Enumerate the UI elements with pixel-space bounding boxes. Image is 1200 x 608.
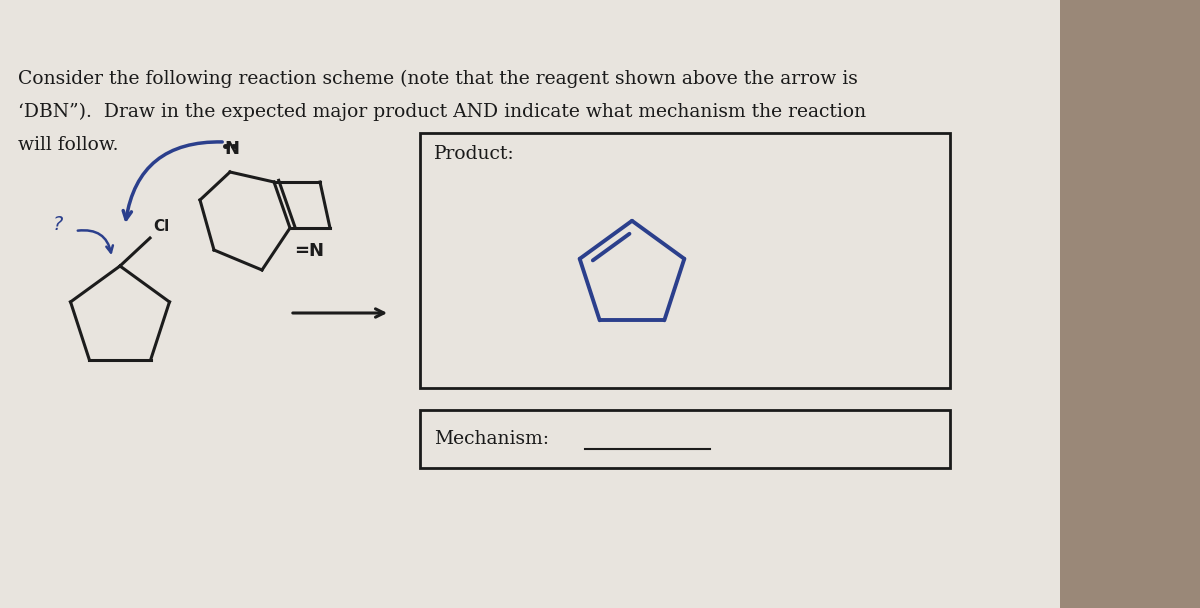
Text: ?: ? bbox=[53, 215, 64, 233]
Text: Cl: Cl bbox=[154, 219, 169, 234]
FancyBboxPatch shape bbox=[1060, 0, 1200, 608]
Text: N: N bbox=[224, 140, 240, 158]
Text: =N: =N bbox=[294, 242, 324, 260]
Text: Mechanism:: Mechanism: bbox=[434, 430, 550, 448]
Bar bbox=[420, 410, 950, 468]
Bar bbox=[420, 133, 950, 388]
Text: Product:: Product: bbox=[434, 145, 515, 163]
FancyBboxPatch shape bbox=[0, 0, 1060, 608]
Text: ‘DBN”).  Draw in the expected major product AND indicate what mechanism the reac: ‘DBN”). Draw in the expected major produ… bbox=[18, 103, 866, 121]
Text: Consider the following reaction scheme (note that the reagent shown above the ar: Consider the following reaction scheme (… bbox=[18, 70, 858, 88]
Text: will follow.: will follow. bbox=[18, 136, 119, 154]
